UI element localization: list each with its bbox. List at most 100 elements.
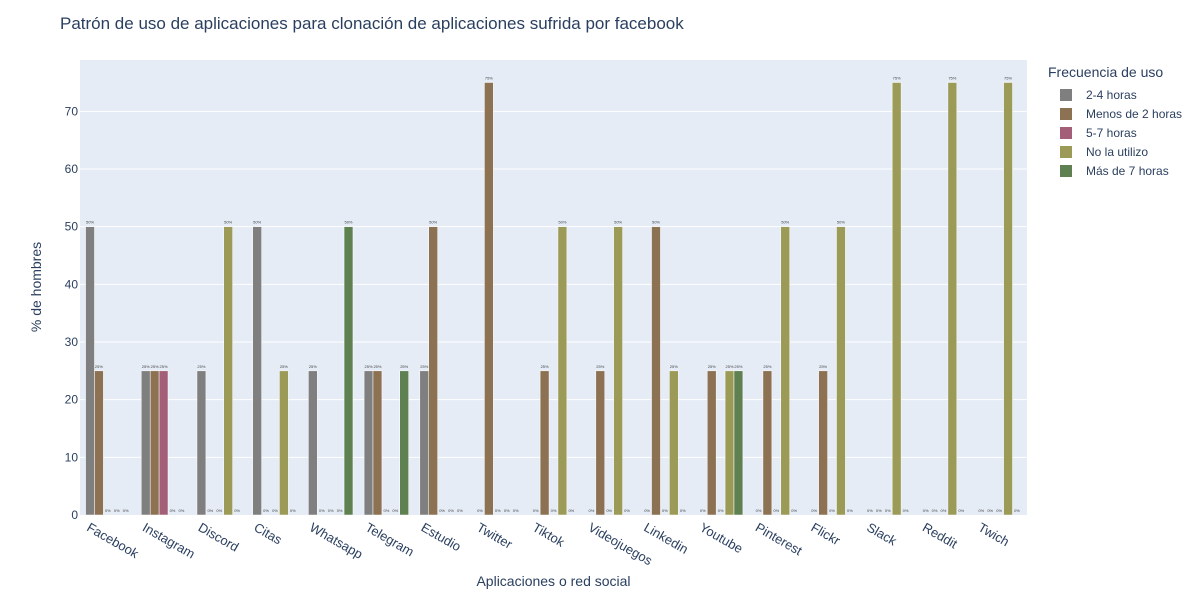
bar[interactable] [947,82,958,516]
bar[interactable] [419,370,429,516]
bar[interactable] [539,370,550,516]
bar-value-label: 25% [400,364,408,369]
bar[interactable] [484,82,494,516]
legend-label: 5-7 horas [1086,125,1137,140]
bar-value-label: 0% [791,508,797,513]
bar-value-label: 75% [485,75,493,80]
bar-value-label: 25% [819,364,827,369]
bar[interactable] [223,226,233,516]
bar-value-label: 25% [726,364,734,369]
legend-swatch [1060,145,1072,158]
bar-value-label: 0% [756,508,762,513]
bar-value-label: 25% [365,364,373,369]
legend-item-no-la-utilizo[interactable]: No la utilizo [1048,142,1182,161]
chart-title: Patrón de uso de aplicaciones para clona… [60,14,684,33]
bar-value-label: 0% [551,508,557,513]
bar-value-label: 50% [837,220,845,225]
bar-value-label: 25% [95,364,103,369]
bar-value-label: 25% [541,364,549,369]
bar-value-label: 0% [1014,508,1020,513]
bar-value-label: 0% [495,508,501,513]
bar[interactable] [279,370,289,516]
bar[interactable] [651,226,661,516]
bar[interactable] [399,370,409,516]
legend-item-mas-de-7-horas[interactable]: Más de 7 horas [1048,161,1182,180]
x-tick-label: Youtube [697,520,745,557]
bar[interactable] [557,226,568,516]
bar[interactable] [836,226,846,516]
bar[interactable] [613,226,623,516]
bar-value-label: 0% [932,508,938,513]
bar-value-label: 0% [105,508,111,513]
bar-value-label: 0% [568,508,574,513]
bar-value-label: 0% [178,508,184,513]
bar-value-label: 25% [142,364,150,369]
legend-label: No la utilizo [1086,144,1149,159]
bar[interactable] [724,370,735,516]
bar[interactable] [780,226,790,516]
bar-value-label: 0% [941,508,947,513]
bar-value-label: 0% [847,508,853,513]
bar[interactable] [308,370,318,516]
bar-value-label: 0% [978,508,984,513]
bar[interactable] [428,226,438,516]
bar-value-label: 0% [216,508,222,513]
bar-value-label: 25% [373,364,381,369]
x-tick-label: Discord [196,520,242,555]
bar-value-label: 0% [513,508,519,513]
bar-value-label: 0% [811,508,817,513]
x-tick-label: Reddit [920,520,960,552]
bar-value-label: 0% [958,508,964,513]
bar[interactable] [818,370,828,516]
bar-value-label: 0% [533,508,539,513]
bar[interactable] [343,226,354,516]
bar-value-label: 0% [996,508,1002,513]
bar-value-label: 50% [429,220,437,225]
bar[interactable] [149,370,160,516]
legend-label: 2-4 horas [1086,87,1137,102]
x-tick-label: Whatsapp [307,520,365,562]
bar-value-label: 0% [606,508,612,513]
bar[interactable] [141,370,151,516]
bar-value-label: 0% [867,508,873,513]
bar[interactable] [363,370,374,516]
bar-value-label: 0% [448,508,454,513]
bar-value-label: 0% [272,508,278,513]
legend-item-2-4-horas[interactable]: 2-4 horas [1048,85,1182,104]
legend-label: Menos de 2 horas [1086,106,1183,121]
bar[interactable] [158,370,169,516]
legend-swatch [1060,107,1072,120]
legend-item-menos-de-2-horas[interactable]: Menos de 2 horas [1048,104,1182,123]
bar-value-label: 75% [893,75,901,80]
bar-value-label: 50% [781,220,789,225]
bar[interactable] [94,370,104,516]
x-tick-label: Citas [251,520,285,548]
legend: Frecuencia de uso 2-4 horas Menos de 2 h… [1048,64,1182,180]
bar[interactable] [1003,82,1013,516]
x-axis-title: Aplicaciones o red social [476,573,631,589]
bar-value-label: 0% [319,508,325,513]
bar[interactable] [669,370,679,516]
x-tick-label: Instagram [140,520,198,562]
bar[interactable] [733,370,744,516]
bar[interactable] [196,370,207,516]
bar-value-label: 0% [876,508,882,513]
bar-value-label: 0% [987,508,993,513]
bar-value-label: 0% [885,508,891,513]
legend-item-5-7-horas[interactable]: 5-7 horas [1048,123,1182,142]
bar-value-label: 0% [644,508,650,513]
bar[interactable] [252,226,262,516]
bar[interactable] [595,370,606,516]
bar-value-label: 25% [708,364,716,369]
plot-area [80,60,1027,515]
bar[interactable] [85,226,95,516]
bar-value-label: 0% [123,508,129,513]
legend-label: Más de 7 horas [1086,163,1169,178]
bar-value-label: 75% [1004,75,1012,80]
bar[interactable] [372,370,383,516]
bar[interactable] [891,82,902,516]
y-tick-label: 30 [65,335,79,349]
y-tick-label: 10 [65,450,79,464]
bar[interactable] [762,370,773,516]
bar[interactable] [707,370,717,516]
